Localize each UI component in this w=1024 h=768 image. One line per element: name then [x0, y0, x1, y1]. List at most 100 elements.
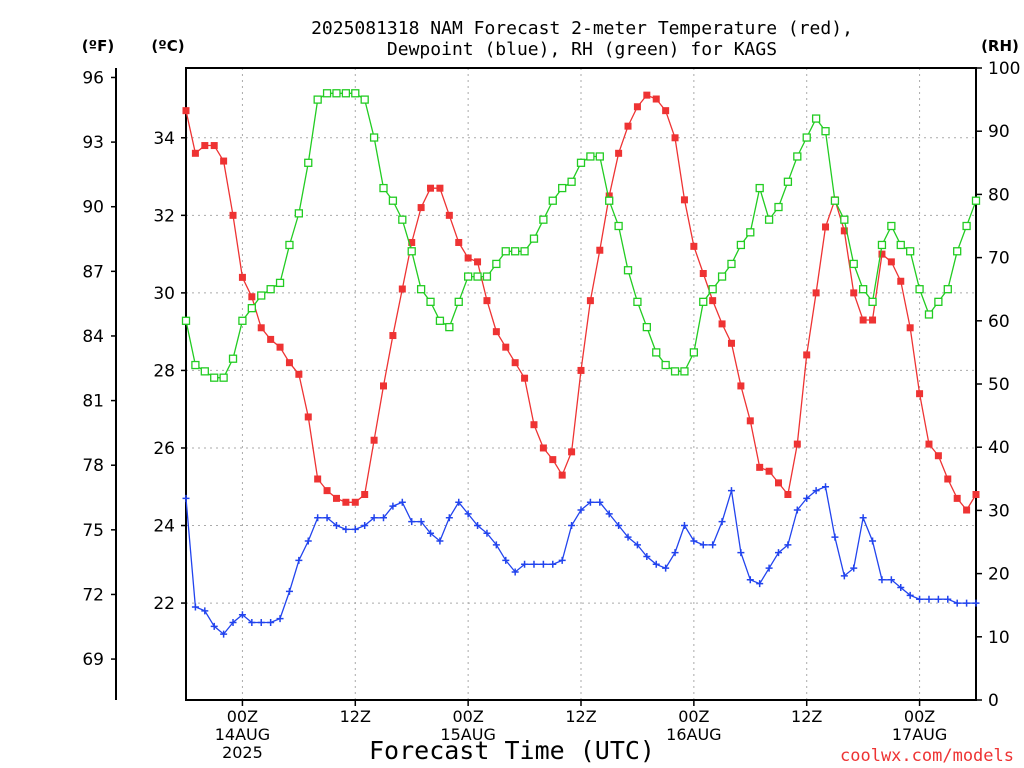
temperature-point — [784, 491, 792, 499]
temperature-point — [737, 382, 745, 390]
dewpoint-point — [191, 603, 199, 611]
dewpoint-point — [201, 607, 209, 615]
dewpoint-point — [417, 518, 425, 526]
series-rh — [181, 89, 981, 382]
dewpoint-point — [643, 553, 651, 561]
temperature-point — [314, 475, 322, 483]
dewpoint-point — [427, 529, 435, 537]
rh-unit-label: (RH) — [981, 37, 1019, 55]
rh-point — [821, 127, 830, 136]
rh-point — [887, 221, 896, 231]
temperature-point — [427, 184, 435, 192]
temperature-point — [521, 374, 529, 382]
dewpoint-point — [445, 514, 453, 522]
rh-point — [614, 221, 623, 231]
temperature-point — [709, 297, 717, 305]
rh-point — [586, 152, 595, 161]
dewpoint-point — [380, 514, 387, 522]
temperature-point — [934, 452, 942, 460]
rh-point — [304, 158, 313, 167]
data-series — [181, 89, 981, 638]
dewpoint-point — [822, 483, 830, 491]
rh-point — [181, 316, 191, 325]
celsius-unit-label: (ºC) — [151, 37, 184, 55]
temperature-point — [295, 370, 303, 378]
temperature-point — [859, 316, 867, 324]
x-tick-label: 00Z — [452, 707, 483, 726]
temperature-point — [276, 343, 284, 351]
temperature-point — [502, 343, 510, 351]
temperature-point — [558, 471, 566, 479]
temperature-point — [380, 382, 387, 390]
dewpoint-point — [332, 522, 340, 530]
dewpoint-point — [680, 522, 688, 530]
dewpoint-point — [925, 595, 933, 603]
dewpoint-point — [370, 514, 378, 522]
temperature-point — [680, 196, 688, 204]
temperature-point — [539, 444, 547, 452]
dewpoint-point — [361, 522, 369, 530]
dewpoint-point — [549, 560, 557, 568]
temperature-point — [775, 479, 782, 487]
temperature-point — [361, 491, 369, 499]
temperature-point — [351, 498, 359, 506]
temperature-point — [633, 103, 641, 111]
dewpoint-point — [953, 599, 961, 607]
dewpoint-point — [803, 494, 811, 502]
temperature-point — [577, 366, 585, 374]
temperature-point — [586, 297, 594, 305]
rh-point — [548, 196, 557, 205]
dewpoint-point — [210, 622, 218, 630]
temperature-point — [925, 440, 933, 448]
rh-point — [727, 259, 736, 269]
rh-point — [567, 177, 576, 186]
celsius-tick-label: 28 — [153, 361, 175, 381]
rh-point — [520, 247, 529, 256]
fahrenheit-unit-label: (ºF) — [82, 37, 114, 55]
dewpoint-point — [474, 522, 482, 530]
temperature-point — [267, 335, 275, 343]
dewpoint-point — [323, 514, 331, 522]
temperature-point — [756, 463, 764, 471]
rh-tick-label: 30 — [988, 501, 1010, 521]
dewpoint-point — [671, 549, 679, 557]
fahrenheit-tick-label: 87 — [82, 262, 104, 282]
rh-point — [398, 215, 407, 224]
temperature-point — [963, 506, 971, 514]
x-tick-label: 12Z — [340, 707, 371, 726]
rh-point — [783, 177, 793, 186]
rh-point — [426, 297, 435, 306]
temperature-point — [624, 122, 632, 130]
dewpoint-point — [850, 564, 858, 572]
x-tick-label: 2025 — [222, 743, 263, 762]
dewpoint-point — [605, 510, 613, 518]
temperature-point — [257, 324, 265, 332]
fahrenheit-tick-label: 96 — [82, 68, 104, 88]
rh-point — [755, 183, 764, 193]
x-tick-label: 12Z — [565, 707, 596, 726]
temperature-point — [605, 192, 613, 200]
dewpoint-point — [521, 560, 529, 568]
dewpoint-point — [784, 541, 792, 549]
axes — [111, 67, 982, 706]
rh-tick-label: 50 — [988, 375, 1010, 395]
temperature-point — [455, 238, 463, 246]
dewpoint-point — [934, 595, 942, 603]
rh-point — [642, 322, 651, 332]
dewpoint-point — [229, 618, 237, 626]
temperature-point — [887, 258, 895, 266]
dewpoint-point — [775, 549, 782, 557]
dewpoint-point — [314, 514, 322, 522]
dewpoint-point — [944, 595, 952, 603]
temperature-point — [916, 390, 924, 398]
rh-point — [680, 367, 689, 376]
rh-point — [210, 373, 219, 382]
temperature-point — [464, 254, 472, 262]
rh-point — [708, 285, 717, 294]
tick-labels: 69 72 75 78 81 84 87 90 93 96 22 24 26 28 30 32 34 0 10 20 3… — [82, 59, 1020, 762]
temperature-point — [793, 440, 801, 448]
rh-point — [736, 240, 746, 250]
dewpoint-point — [887, 576, 895, 584]
dewpoint-point — [765, 564, 773, 572]
x-tick-label: 15AUG — [440, 725, 495, 744]
